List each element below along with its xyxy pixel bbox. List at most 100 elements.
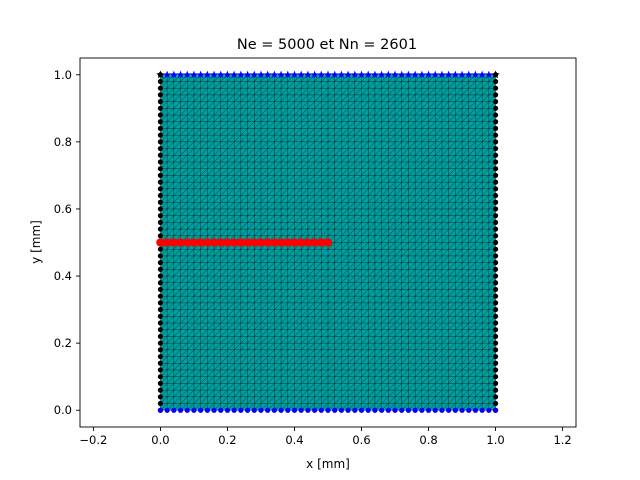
boundary-node-bottom xyxy=(425,407,432,413)
boundary-node-top xyxy=(337,70,346,79)
boundary-node-top xyxy=(330,70,339,79)
boundary-node-top xyxy=(471,70,480,79)
x-tick-label: 1.2 xyxy=(553,433,571,447)
boundary-node-top xyxy=(243,70,252,79)
boundary-node-left xyxy=(157,400,164,407)
crack-node xyxy=(216,238,225,247)
boundary-node-right xyxy=(492,320,499,326)
boundary-node-top xyxy=(484,70,493,79)
boundary-node-bottom xyxy=(157,407,164,413)
boundary-node-top xyxy=(297,70,306,79)
chart-title: Ne = 5000 et Nn = 2601 xyxy=(237,37,417,53)
boundary-node-top xyxy=(417,70,426,79)
boundary-node-top xyxy=(230,70,239,79)
boundary-node-bottom xyxy=(271,407,277,413)
boundary-node-bottom xyxy=(466,407,472,413)
boundary-node-left xyxy=(157,219,164,225)
boundary-node-bottom xyxy=(338,407,345,413)
boundary-node-left xyxy=(157,125,164,132)
boundary-node-left xyxy=(157,387,164,393)
boundary-node-bottom xyxy=(332,407,338,413)
y-tick-label: 0.6 xyxy=(54,202,72,216)
boundary-node-left xyxy=(157,253,164,259)
crack-node xyxy=(229,238,239,247)
boundary-node-top xyxy=(451,70,460,79)
boundary-node-top xyxy=(464,70,473,79)
boundary-node-top xyxy=(344,70,353,79)
boundary-node-bottom xyxy=(472,407,479,413)
boundary-node-left xyxy=(157,152,164,158)
boundary-node-left xyxy=(157,112,164,118)
boundary-node-right xyxy=(492,380,499,386)
boundary-node-left xyxy=(157,313,164,319)
boundary-node-top xyxy=(377,70,386,79)
boundary-node-right xyxy=(492,394,499,400)
boundary-node-left xyxy=(157,286,164,293)
plot-area xyxy=(156,70,500,413)
boundary-node-right xyxy=(492,333,499,340)
boundary-node-right xyxy=(492,119,499,125)
boundary-node-left xyxy=(157,273,164,279)
crack-node xyxy=(303,238,313,247)
crack-node xyxy=(270,238,279,247)
boundary-node-top xyxy=(364,70,373,79)
x-tick-label: 0.6 xyxy=(352,433,370,447)
crack-node xyxy=(223,238,232,247)
boundary-node-bottom xyxy=(492,407,499,413)
y-axis: 0.0 0.2 0.4 0.6 0.8 1.0 xyxy=(54,68,80,417)
boundary-node-bottom xyxy=(224,407,231,413)
boundary-node-bottom xyxy=(345,407,351,413)
boundary-node-left xyxy=(157,99,164,105)
boundary-node-left xyxy=(157,266,164,272)
x-tick-label: 0.4 xyxy=(285,433,303,447)
boundary-node-top xyxy=(411,70,420,79)
boundary-node-bottom xyxy=(164,407,170,413)
boundary-node-bottom xyxy=(244,407,251,413)
boundary-node-right xyxy=(492,166,499,172)
crack-node xyxy=(290,238,299,247)
boundary-node-right xyxy=(492,387,499,393)
boundary-node-left xyxy=(157,105,164,111)
boundary-node-left xyxy=(157,300,164,306)
boundary-node-right xyxy=(492,374,499,380)
boundary-node-bottom xyxy=(191,407,197,413)
boundary-node-right xyxy=(492,266,499,272)
boundary-node-top xyxy=(444,70,453,79)
boundary-node-right xyxy=(492,199,499,205)
boundary-node-bottom xyxy=(479,407,485,413)
y-tick-label: 0.8 xyxy=(54,135,72,149)
boundary-node-bottom xyxy=(399,407,405,413)
boundary-node-top xyxy=(384,70,393,79)
boundary-node-right xyxy=(492,239,499,246)
boundary-node-right xyxy=(492,92,499,98)
boundary-node-right xyxy=(492,186,499,192)
boundary-node-right xyxy=(492,347,499,353)
boundary-node-right xyxy=(492,400,499,407)
boundary-node-left xyxy=(157,360,164,366)
boundary-node-bottom xyxy=(218,407,224,413)
boundary-node-right xyxy=(492,78,499,85)
boundary-node-bottom xyxy=(379,407,385,413)
crack-node xyxy=(243,238,252,247)
x-tick-label: 1.0 xyxy=(486,433,504,447)
boundary-node-right xyxy=(492,253,499,259)
crack-node xyxy=(162,238,172,247)
boundary-node-right xyxy=(492,206,499,212)
boundary-node-right xyxy=(492,172,499,179)
boundary-node-right xyxy=(492,159,499,165)
boundary-node-left xyxy=(157,78,164,85)
boundary-node-top xyxy=(370,70,379,79)
boundary-node-top xyxy=(176,70,185,79)
boundary-node-top xyxy=(350,70,359,79)
boundary-node-bottom xyxy=(278,407,284,413)
crack-node xyxy=(236,238,246,247)
y-tick-label: 0.0 xyxy=(54,403,72,417)
boundary-node-right xyxy=(492,179,499,185)
boundary-node-top xyxy=(189,70,198,79)
boundary-node-top xyxy=(391,70,400,79)
boundary-node-bottom xyxy=(211,407,217,413)
boundary-node-bottom xyxy=(352,407,358,413)
y-axis-label: y [mm] xyxy=(29,220,43,264)
boundary-node-top xyxy=(437,70,446,79)
boundary-node-right xyxy=(492,226,499,232)
